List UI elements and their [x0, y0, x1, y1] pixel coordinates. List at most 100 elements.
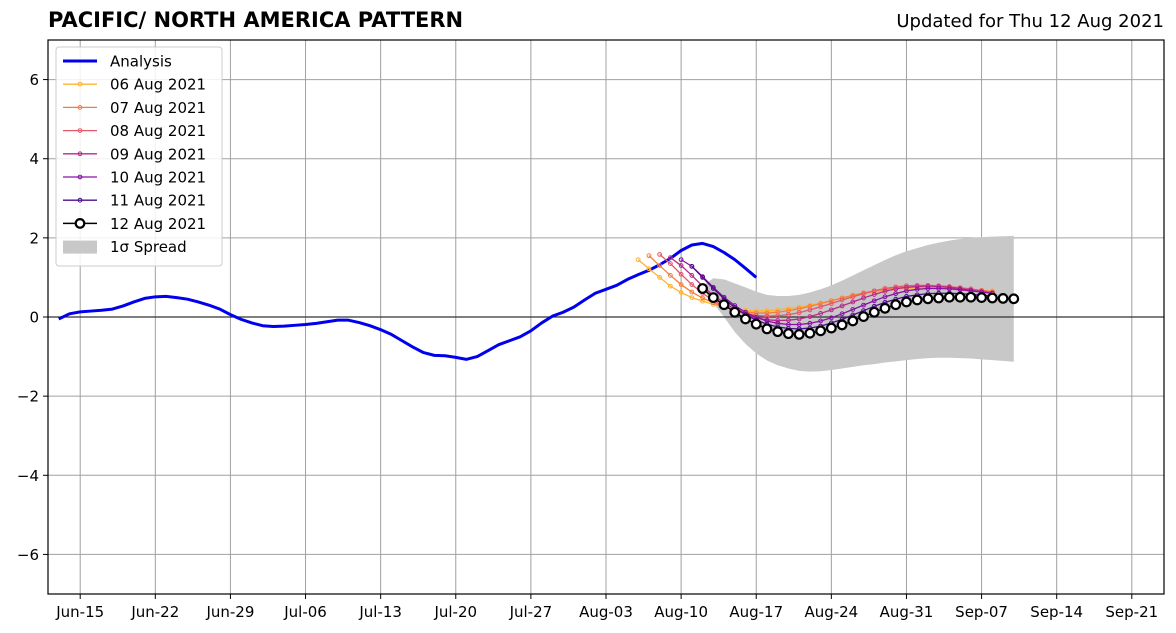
data-point [901, 296, 912, 308]
legend: Analysis 06 Aug 2021 07 Aug 2021 08 Aug 202… [55, 46, 223, 267]
data-point [879, 302, 891, 314]
data-point [890, 299, 902, 311]
data-point [697, 283, 708, 294]
data-point [646, 266, 652, 272]
data-point [861, 291, 866, 297]
data-point [775, 318, 781, 323]
data-point [976, 292, 987, 304]
data-point [786, 312, 791, 318]
data-point [818, 301, 824, 306]
data-point [836, 319, 848, 331]
data-point [882, 294, 888, 300]
x-tick-label: Aug-10 [654, 603, 708, 621]
x-tick-label: Sep-21 [1105, 603, 1158, 621]
x-tick-label: Jun-29 [205, 603, 254, 621]
data-point [828, 315, 834, 321]
data-point [818, 304, 824, 310]
data-point [764, 310, 770, 316]
data-point [678, 290, 684, 295]
legend-item: 06 Aug 2021 [63, 76, 206, 94]
chart-title: PACIFIC/ NORTH AMERICA PATTERN [48, 8, 464, 32]
legend-item: 1σ Spread [63, 238, 187, 256]
legend-marker [77, 105, 83, 110]
data-point [793, 329, 805, 340]
x-tick-label: Aug-03 [579, 603, 633, 621]
data-point [904, 288, 909, 294]
data-point [943, 291, 955, 303]
data-point [796, 316, 802, 322]
data-point [997, 293, 1009, 304]
data-point [667, 261, 673, 266]
legend-item: 07 Aug 2021 [63, 99, 206, 117]
data-point [678, 282, 684, 287]
series-line [648, 255, 993, 314]
data-point [678, 257, 684, 263]
data-point [775, 313, 781, 319]
y-tick-label: −4 [17, 467, 39, 485]
x-tick-label: Jul-20 [433, 603, 477, 621]
legend-item: 11 Aug 2021 [63, 192, 206, 210]
data-point [861, 295, 866, 301]
data-point [882, 288, 888, 294]
legend-marker [77, 128, 83, 134]
y-tick-label: 6 [29, 71, 39, 89]
data-point [858, 311, 869, 323]
x-tick-label: Jun-15 [55, 603, 104, 621]
data-point [839, 311, 845, 317]
data-point [707, 292, 719, 304]
data-point [946, 286, 952, 292]
legend-label: 07 Aug 2021 [110, 99, 206, 117]
x-tick-label: Sep-14 [1030, 603, 1083, 621]
x-tick-label: Aug-17 [729, 603, 783, 621]
data-point [689, 273, 695, 278]
data-point [689, 282, 695, 287]
series-12-aug-2021 [697, 283, 1020, 340]
data-point [786, 317, 791, 323]
data-point [871, 292, 877, 297]
data-point [689, 289, 695, 295]
data-point [710, 286, 716, 291]
data-point [772, 326, 784, 338]
data-point [818, 318, 824, 324]
data-point [667, 255, 673, 261]
y-tick-label: 4 [29, 150, 39, 168]
data-point [700, 298, 705, 304]
data-point [936, 286, 942, 291]
data-point [922, 293, 934, 305]
plot-area [48, 235, 1164, 372]
y-tick-label: −6 [17, 546, 39, 564]
data-point [914, 284, 920, 289]
data-point [839, 303, 845, 309]
legend-item: 10 Aug 2021 [63, 169, 206, 187]
legend-label: 09 Aug 2021 [110, 145, 206, 163]
data-point [689, 263, 695, 269]
data-point [807, 314, 813, 320]
y-tick-label: 2 [29, 229, 39, 247]
legend-item: 09 Aug 2021 [63, 145, 206, 163]
data-point [986, 292, 998, 304]
data-point [850, 299, 856, 305]
data-point [847, 315, 859, 327]
data-point [825, 322, 837, 334]
data-point [965, 291, 977, 303]
data-point [911, 294, 923, 306]
spread-band [702, 235, 1014, 372]
data-point [882, 286, 888, 291]
legend-item: 08 Aug 2021 [63, 122, 206, 140]
data-point [796, 310, 802, 316]
legend-marker [74, 217, 86, 229]
legend-marker [77, 174, 83, 180]
data-point [868, 306, 880, 318]
y-tick-label: 0 [29, 309, 39, 327]
data-point [689, 295, 695, 301]
data-point [818, 311, 824, 316]
data-point [850, 307, 856, 312]
data-point [635, 257, 641, 263]
data-point [740, 313, 751, 325]
legend-label: 11 Aug 2021 [110, 192, 206, 210]
legend-marker [77, 197, 83, 203]
data-point [700, 275, 705, 280]
data-point [678, 271, 684, 277]
x-tick-label: Jul-13 [358, 603, 402, 621]
